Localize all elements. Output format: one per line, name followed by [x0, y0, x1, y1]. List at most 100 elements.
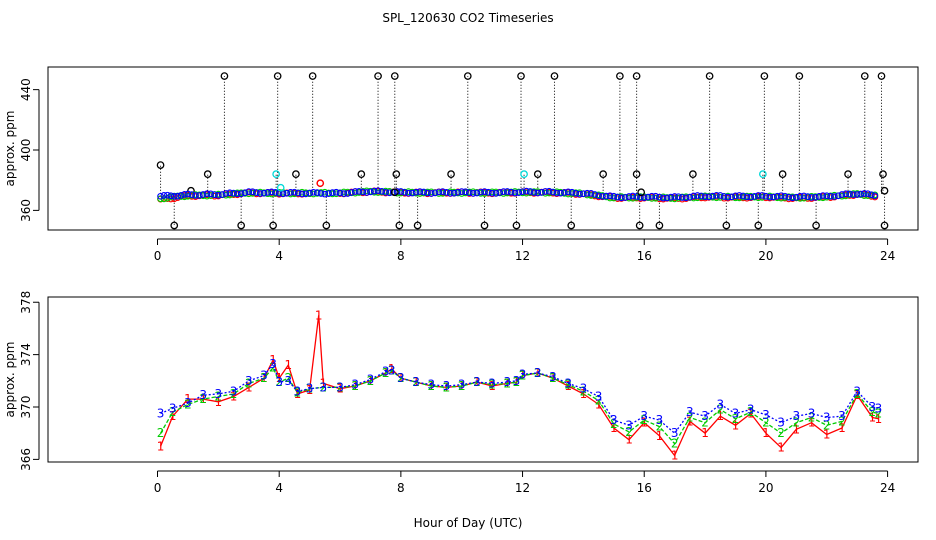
- series3-marker: [329, 189, 336, 196]
- series3-marker: [496, 189, 504, 196]
- series1-point: 1: [716, 409, 724, 423]
- series2-marker: [184, 192, 192, 200]
- series3-point: 3: [869, 400, 877, 414]
- series2-point: 2: [580, 384, 588, 398]
- series2-point: 2: [504, 376, 512, 390]
- series3-marker: [614, 193, 621, 201]
- series3-marker: [359, 188, 367, 196]
- series3-marker: [599, 193, 606, 200]
- series1-point: 1: [875, 412, 883, 426]
- plot-frame: [47, 296, 919, 463]
- series2-point: 2: [245, 376, 253, 390]
- series3-marker: [827, 192, 834, 200]
- series2-point: 2: [157, 426, 165, 440]
- series3-marker: [871, 192, 879, 200]
- spike-marker: [273, 72, 282, 80]
- series2-point: 2: [671, 437, 679, 451]
- y-tick-label: 360: [19, 199, 33, 222]
- series2-point: 2: [294, 386, 302, 400]
- series3-marker: [427, 190, 435, 197]
- series3-marker: [842, 190, 850, 198]
- spike-marker: [879, 170, 887, 179]
- series2-marker: [245, 190, 253, 198]
- series3-marker: [181, 190, 188, 198]
- series1-point: 1: [388, 362, 396, 376]
- series3-marker: [465, 189, 473, 197]
- series2-point: 2: [269, 361, 277, 375]
- series3-marker: [264, 189, 272, 196]
- series3-marker: [450, 189, 458, 197]
- series3-marker: [697, 192, 705, 200]
- series2-marker: [606, 194, 614, 202]
- series3-marker: [834, 192, 842, 200]
- spike-marker: [655, 221, 664, 230]
- series3-marker: [587, 189, 595, 197]
- spike-marker: [520, 170, 528, 179]
- spike-marker: [203, 170, 212, 179]
- series3-marker: [188, 191, 196, 198]
- series3-point: 3: [397, 371, 405, 385]
- series2-marker: [629, 194, 637, 202]
- series3-marker: [272, 189, 279, 196]
- series3-point: 3: [443, 379, 451, 393]
- x-tick-label: 24: [880, 481, 895, 495]
- series2-marker: [458, 190, 466, 197]
- series3-marker: [511, 189, 519, 197]
- series2-marker: [819, 194, 827, 202]
- series1-point: 1: [315, 308, 323, 322]
- series1-point: 1: [336, 382, 344, 396]
- series3-marker: [405, 189, 412, 197]
- series2-point: 2: [473, 375, 481, 389]
- series3-marker: [412, 188, 420, 196]
- series3-marker: [819, 192, 827, 199]
- series3-marker: [709, 192, 717, 200]
- series2-point: 2: [875, 407, 883, 421]
- series3-marker: [864, 190, 872, 198]
- series2-point: 2: [319, 380, 327, 394]
- series3-marker: [610, 192, 618, 200]
- series3-marker: [367, 188, 374, 196]
- series3-point: 3: [157, 407, 165, 421]
- series3-point: 3: [686, 405, 694, 419]
- y-tick-label: 400: [19, 139, 33, 162]
- series3-marker: [174, 192, 182, 200]
- series3-marker: [724, 193, 732, 201]
- series2-point: 2: [747, 405, 755, 419]
- y-axis-label: approx. ppm: [3, 111, 17, 187]
- x-axis-label: Hour of Day (UTC): [414, 516, 523, 530]
- series2-point: 2: [382, 366, 390, 380]
- x-tick-label: 12: [515, 481, 530, 495]
- series3-point: 3: [595, 390, 603, 404]
- spike-marker: [392, 170, 401, 179]
- series2-marker: [157, 195, 164, 203]
- spike-marker: [395, 221, 404, 230]
- series3-marker: [781, 192, 789, 200]
- series3-marker: [488, 189, 496, 197]
- y-tick-label: 370: [19, 396, 33, 419]
- series3-point: 3: [534, 366, 542, 380]
- series2-point: 2: [519, 369, 527, 383]
- series1-point: 1: [534, 366, 542, 380]
- series3-marker: [640, 194, 648, 202]
- series3-marker: [218, 191, 226, 198]
- series3-marker: [222, 190, 230, 197]
- series3-marker: [519, 188, 526, 196]
- spike-marker: [567, 221, 576, 230]
- series3-marker: [446, 189, 454, 197]
- series3-point: 3: [625, 418, 633, 432]
- series2-point: 2: [488, 378, 496, 392]
- series3-marker: [678, 194, 686, 201]
- plot-frame: [47, 66, 919, 231]
- series2-point: 2: [823, 418, 831, 432]
- series3-point: 3: [580, 382, 588, 396]
- series1-point: 1: [269, 353, 277, 367]
- series3-marker: [230, 189, 237, 197]
- series3-marker: [823, 192, 831, 200]
- series1-point: 1: [671, 448, 679, 462]
- series2-marker: [226, 191, 234, 199]
- series1-point: 1: [838, 421, 846, 435]
- series1-point: 1: [275, 371, 283, 385]
- series1-point: 1: [747, 407, 755, 421]
- series1-point: 1: [580, 387, 588, 401]
